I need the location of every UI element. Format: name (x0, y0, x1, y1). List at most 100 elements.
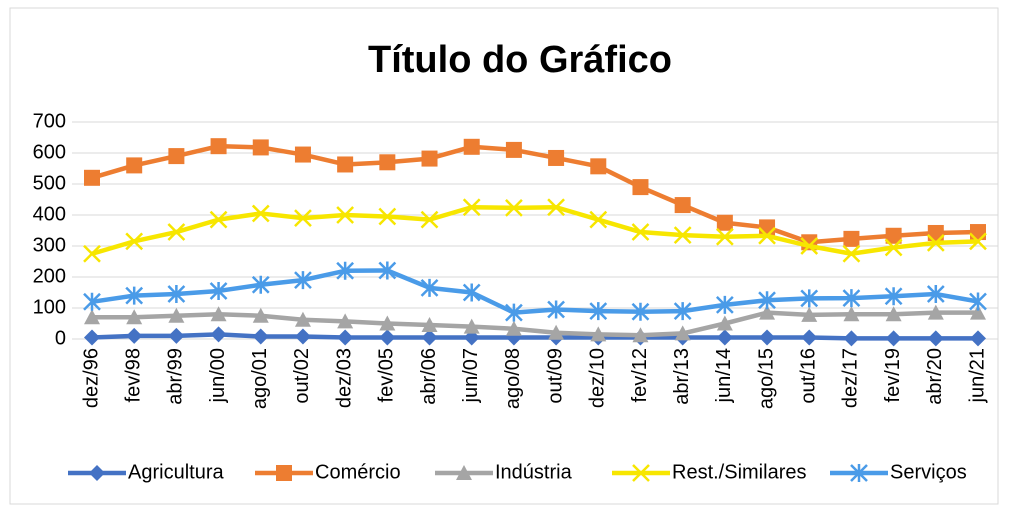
data-point (589, 302, 608, 321)
chart-border (9, 7, 999, 505)
legend-label: Serviços (890, 461, 967, 483)
data-point (337, 313, 354, 329)
data-point (210, 138, 227, 155)
data-point (420, 278, 439, 297)
data-point (294, 271, 312, 290)
x-tick-label: jun/07 (460, 348, 482, 404)
data-point (210, 306, 227, 322)
series-line (92, 310, 978, 338)
data-point (759, 219, 776, 236)
data-point (926, 285, 945, 304)
x-tick-label: dez/17 (840, 348, 862, 408)
data-point (715, 295, 734, 314)
data-point (251, 275, 270, 294)
data-point (126, 309, 143, 325)
data-point (337, 329, 354, 346)
data-point (83, 292, 101, 311)
x-tick-label: jun/21 (966, 348, 988, 404)
data-point (885, 330, 902, 347)
x-tick-label: fev/05 (376, 348, 398, 402)
x-tick-label: abr/20 (924, 348, 946, 405)
legend-marker (632, 464, 650, 482)
data-point (168, 327, 185, 344)
data-point (716, 315, 733, 331)
data-point (800, 237, 819, 255)
data-point (251, 204, 270, 223)
data-point (843, 330, 860, 347)
x-tick-label: dez/03 (333, 348, 355, 408)
data-point (589, 210, 608, 229)
data-point (83, 244, 101, 263)
series-line (91, 332, 978, 341)
legend-marker (850, 464, 868, 482)
data-point (884, 238, 903, 257)
data-point (379, 315, 396, 331)
data-point (421, 317, 438, 333)
data-point (926, 234, 945, 252)
data-point (336, 206, 355, 224)
data-point (294, 146, 311, 163)
legend-label: Indústria (495, 461, 573, 483)
data-point (927, 224, 944, 241)
data-point (294, 311, 311, 327)
x-tick-label: abr/13 (671, 348, 693, 405)
x-tick-label: fev/98 (122, 348, 144, 402)
data-point (970, 330, 986, 347)
data-point (715, 227, 734, 246)
data-point (167, 285, 186, 304)
data-point (168, 148, 185, 165)
data-point (590, 326, 607, 342)
data-point (84, 329, 100, 346)
legend-label: Comércio (315, 461, 401, 483)
x-tick-label: abr/06 (418, 348, 440, 405)
data-point (631, 302, 650, 321)
y-tick-label: 200 (33, 265, 66, 287)
x-tick-label: out/16 (798, 348, 820, 404)
data-point (126, 327, 143, 344)
data-point (505, 141, 522, 158)
data-point (716, 329, 733, 346)
data-point (379, 154, 396, 171)
data-point (716, 214, 733, 231)
y-tick-label: 100 (33, 296, 66, 318)
legend-label: Agricultura (128, 461, 224, 483)
data-point (843, 230, 860, 247)
data-point (590, 158, 607, 175)
data-point (758, 291, 776, 310)
data-point (801, 306, 818, 322)
data-point (336, 261, 355, 280)
y-tick-label: 500 (33, 172, 66, 194)
data-point (673, 302, 692, 321)
legend-label: Rest./Similares (672, 461, 806, 483)
data-point (885, 227, 902, 244)
data-point (167, 223, 186, 241)
y-tick-label: 600 (33, 141, 66, 163)
data-point (378, 207, 397, 226)
x-tick-label: jun/14 (713, 348, 735, 404)
y-tick-label: 300 (33, 234, 66, 256)
x-tick-label: jun/00 (207, 348, 229, 404)
data-point (209, 281, 228, 300)
data-point (505, 303, 523, 322)
data-point (252, 307, 269, 323)
series-line (91, 143, 979, 245)
x-tick-label: out/09 (544, 348, 566, 404)
legend-marker (456, 465, 472, 480)
data-point (126, 157, 143, 174)
data-point (758, 226, 776, 245)
data-point (294, 209, 312, 227)
data-point (970, 224, 986, 241)
data-point (505, 198, 523, 217)
data-point (462, 198, 481, 217)
data-point (673, 226, 692, 245)
series-line (91, 205, 979, 256)
data-point (632, 327, 649, 343)
data-point (885, 306, 902, 322)
data-point (421, 329, 438, 346)
data-point (927, 330, 944, 347)
x-tick-label: ago/15 (755, 348, 777, 409)
series-line (91, 268, 979, 315)
data-point (125, 286, 144, 305)
data-point (843, 306, 860, 322)
data-point (759, 329, 776, 346)
